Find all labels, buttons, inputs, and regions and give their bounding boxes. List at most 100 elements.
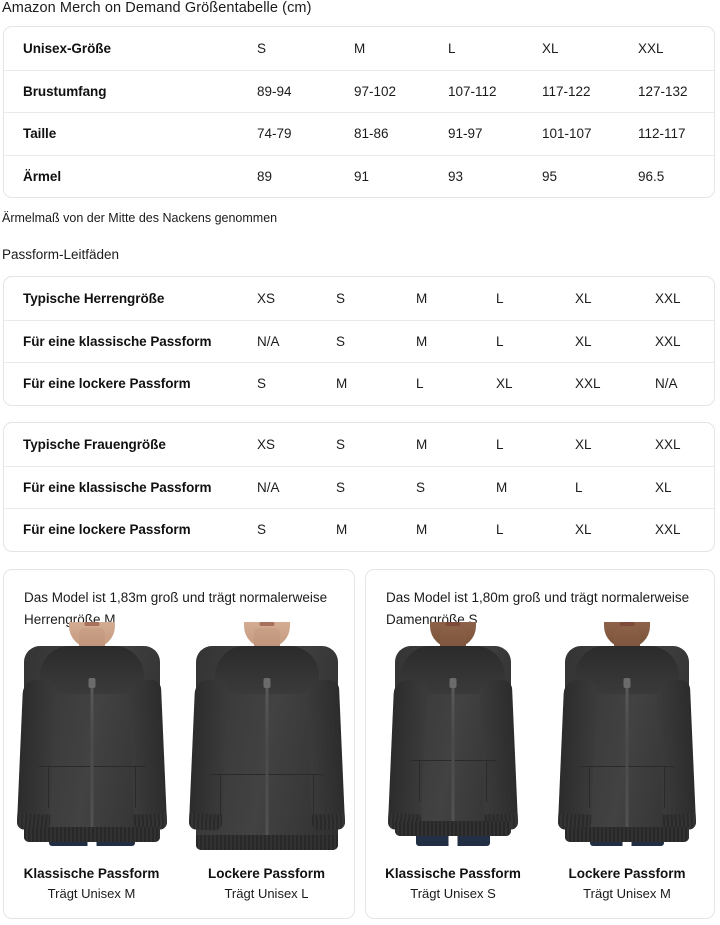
table-cell: S <box>336 333 346 349</box>
female-figure-loose <box>545 622 710 846</box>
table-cell: M <box>336 522 348 538</box>
table-row: Für eine klassische Passform N/A S M L XL XXL <box>4 319 714 363</box>
page-title: Amazon Merch on Demand Größentabelle (cm… <box>2 0 312 16</box>
table-cell: 107-112 <box>448 83 497 99</box>
table-cell: 117-122 <box>542 83 591 99</box>
table-cell: L <box>496 290 504 306</box>
table-cell: L <box>496 522 504 538</box>
table-cell: S <box>257 40 267 56</box>
table-cell: XXL <box>655 522 681 538</box>
row-label: Ärmel <box>23 168 62 184</box>
table-cell: XL <box>542 40 559 56</box>
womens-fit-guide-table: Typische Frauengröße XS S M L XL XXL Für eine k… <box>3 422 715 552</box>
table-cell: 97-102 <box>354 83 397 99</box>
table-row: Typische Frauengröße XS S M L XL XXL <box>4 423 714 466</box>
hoodie-garment-icon <box>387 646 519 836</box>
table-cell: 93 <box>448 168 464 184</box>
row-label: Typische Frauengröße <box>23 436 166 452</box>
table-cell: 95 <box>542 168 558 184</box>
row-label: Typische Herrengröße <box>23 290 165 306</box>
row-label: Brustumfang <box>23 83 107 99</box>
sleeve-measure-note: Ärmelmaß von der Mitte des Nackens genom… <box>2 211 278 225</box>
table-cell: XL <box>575 436 592 452</box>
table-cell: S <box>336 436 346 452</box>
female-figure-captions: Klassische Passform Trägt Unisex S Locke… <box>366 864 714 904</box>
row-label: Für eine lockere Passform <box>23 522 191 538</box>
male-figure-captions: Klassische Passform Trägt Unisex M Locke… <box>4 864 354 904</box>
male-model-card: Das Model ist 1,83m groß und trägt norma… <box>3 569 355 919</box>
fit-guides-heading: Passform-Leitfäden <box>2 247 120 262</box>
table-cell: N/A <box>257 333 280 349</box>
table-cell: M <box>416 436 428 452</box>
table-cell: M <box>416 290 428 306</box>
table-row: Typische Herrengröße XS S M L XL XXL <box>4 277 714 320</box>
male-model-figures <box>4 622 354 850</box>
male-figure-loose <box>184 622 349 850</box>
table-cell: S <box>416 479 426 495</box>
hoodie-garment-icon <box>188 646 345 850</box>
table-cell: XXL <box>575 376 601 392</box>
table-cell: 89 <box>257 168 273 184</box>
table-cell: 112-117 <box>638 126 686 142</box>
row-label: Für eine lockere Passform <box>23 376 191 392</box>
female-model-description: Das Model ist 1,80m groß und trägt norma… <box>386 590 690 627</box>
table-cell: XXL <box>655 290 681 306</box>
caption-loose: Lockere Passform Trägt Unisex M <box>568 866 686 901</box>
male-figure-classic <box>9 622 174 846</box>
table-cell: XS <box>257 436 276 452</box>
table-cell: S <box>336 479 346 495</box>
row-label: Für eine klassische Passform <box>23 479 212 495</box>
table-cell: 91-97 <box>448 126 483 142</box>
table-cell: N/A <box>257 479 280 495</box>
table-cell: 101-107 <box>542 126 592 142</box>
caption-classic: Klassische Passform Trägt Unisex M <box>23 866 160 901</box>
row-label: Unisex-Größe <box>23 40 111 56</box>
female-figure-classic <box>371 622 536 846</box>
table-cell: S <box>257 376 267 392</box>
table-cell: S <box>336 290 346 306</box>
table-cell: XXL <box>638 40 664 56</box>
table-row: Für eine lockere Passform S M M L XL XXL <box>4 508 714 551</box>
table-cell: M <box>354 40 366 56</box>
unisex-size-table: Unisex-Größe S M L XL XXL Brustumfang 89-94 97-1… <box>3 26 715 198</box>
table-cell: L <box>496 333 504 349</box>
table-cell: 81-86 <box>354 126 389 142</box>
table-cell: XL <box>496 376 513 392</box>
table-cell: M <box>416 333 428 349</box>
table-cell: 91 <box>354 168 370 184</box>
table-cell: S <box>257 522 267 538</box>
table-cell: XS <box>257 290 276 306</box>
mens-fit-guide-table: Typische Herrengröße XS S M L XL XXL Für eine k… <box>3 276 715 406</box>
table-cell: M <box>416 522 428 538</box>
male-model-description: Das Model ist 1,83m groß und trägt norma… <box>24 590 328 627</box>
female-model-figures <box>366 622 714 846</box>
row-label: Taille <box>23 126 57 142</box>
table-cell: L <box>575 479 583 495</box>
table-cell: 96.5 <box>638 168 665 184</box>
caption-loose: Lockere Passform Trägt Unisex L <box>207 866 326 901</box>
hoodie-garment-icon <box>557 646 697 842</box>
table-cell: XL <box>575 333 592 349</box>
female-model-card: Das Model ist 1,80m groß und trägt norma… <box>365 569 715 919</box>
table-cell: XXL <box>655 333 681 349</box>
table-row: Für eine klassische Passform N/A S S M L XL <box>4 465 714 509</box>
row-label: Für eine klassische Passform <box>23 333 212 349</box>
hoodie-garment-icon <box>16 646 167 842</box>
table-row: Für eine lockere Passform S M L XL XXL N/A <box>4 362 714 405</box>
table-cell: M <box>496 479 508 495</box>
table-row: Taille 74-79 81-86 91-97 101-107 112-117 <box>4 112 714 155</box>
table-cell: XXL <box>655 436 681 452</box>
table-cell: M <box>336 376 348 392</box>
table-cell: XL <box>575 522 592 538</box>
table-cell: 74-79 <box>257 126 292 142</box>
table-row: Brustumfang 89-94 97-102 107-112 117-122 127-… <box>4 69 714 113</box>
table-cell: XL <box>575 290 592 306</box>
table-cell: L <box>416 376 424 392</box>
table-cell: XL <box>655 479 672 495</box>
caption-classic: Klassische Passform Trägt Unisex S <box>385 866 521 901</box>
table-row: Unisex-Größe S M L XL XXL <box>4 27 714 70</box>
table-cell: 89-94 <box>257 83 292 99</box>
table-row: Ärmel 89 91 93 95 96.5 <box>4 154 714 198</box>
table-cell: L <box>496 436 504 452</box>
